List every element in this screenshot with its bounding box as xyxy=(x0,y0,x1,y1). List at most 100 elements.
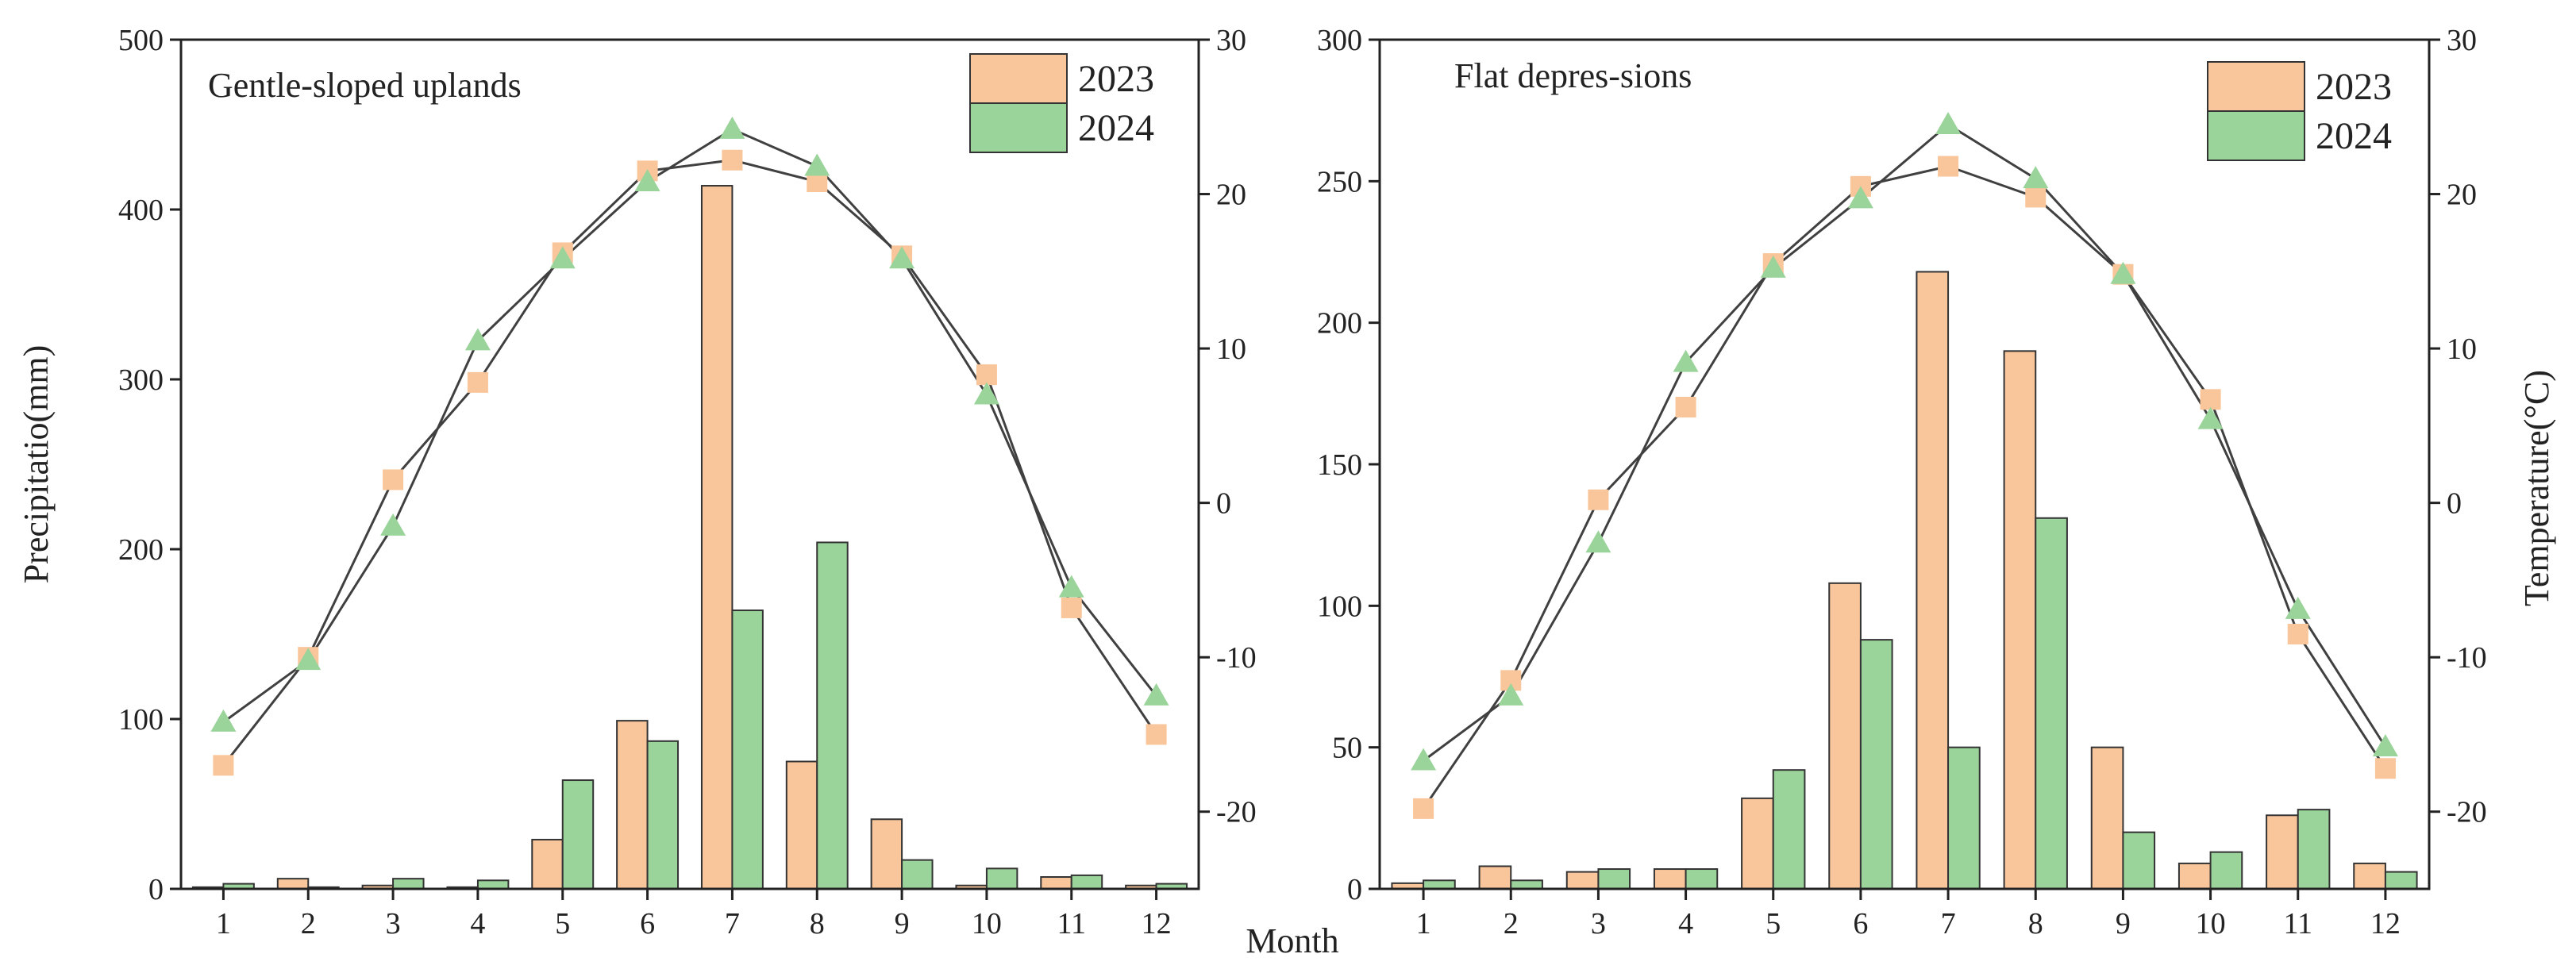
left-tick-label: 250 xyxy=(1317,165,1362,198)
right-tick-label: 0 xyxy=(1216,487,1231,521)
temp-marker-2024-month-10 xyxy=(2197,406,2224,429)
temp-marker-2023-month-7 xyxy=(722,149,743,171)
panel-title: Gentle-sloped uplands xyxy=(208,66,522,105)
temp-marker-2024-month-8 xyxy=(2023,166,2049,189)
x-tick-label: 8 xyxy=(810,907,825,940)
bar-2024-month-7 xyxy=(731,610,764,890)
x-tick-label: 9 xyxy=(2116,907,2131,940)
left-axis-title: Precipitatio(mm) xyxy=(17,345,56,584)
left-tick-label: 300 xyxy=(118,363,164,397)
right-tick-label: 30 xyxy=(1216,24,1246,57)
left-tick-label: 400 xyxy=(118,194,164,227)
bar-2023-month-6 xyxy=(1828,582,1862,890)
right-tick-label: 0 xyxy=(2447,487,2462,521)
temp-marker-2024-month-5 xyxy=(1760,255,1786,278)
bar-2024-month-5 xyxy=(1772,769,1806,890)
temp-marker-2024-month-1 xyxy=(1411,748,1437,771)
temp-marker-2024-month-12 xyxy=(1143,683,1169,706)
bar-2024-month-1 xyxy=(1423,879,1456,890)
bar-2023-month-4 xyxy=(1653,868,1687,890)
left-tick-label: 0 xyxy=(148,873,164,906)
bar-2023-month-8 xyxy=(785,760,818,890)
legend-swatch-2024 xyxy=(969,102,1068,153)
panel-title: Flat depres-sions xyxy=(1454,56,1692,95)
temp-marker-2024-month-7 xyxy=(1935,112,1962,134)
bar-2024-month-8 xyxy=(816,541,849,890)
x-tick-label: 6 xyxy=(1853,907,1868,940)
legend-swatch-2024 xyxy=(2207,110,2305,161)
temp-marker-2023-month-4 xyxy=(1675,397,1696,418)
right-tick-label: -10 xyxy=(1216,641,1257,675)
bar-2024-month-9 xyxy=(2122,831,2156,890)
temp-marker-2024-month-11 xyxy=(1058,575,1084,598)
bar-2024-month-10 xyxy=(2209,851,2243,890)
right-tick-label: -20 xyxy=(2447,796,2487,829)
bar-2023-month-5 xyxy=(1741,797,1774,890)
bar-2023-month-12 xyxy=(2353,862,2386,890)
temp-marker-2024-month-3 xyxy=(380,513,406,536)
x-tick-label: 11 xyxy=(2283,907,2312,940)
bar-2024-month-4 xyxy=(1685,868,1719,890)
temp-marker-2023-month-3 xyxy=(1588,489,1609,510)
temperature-line-2024 xyxy=(1423,123,2387,762)
temp-marker-2023-month-10 xyxy=(976,364,997,386)
right-tick-label: 20 xyxy=(1216,179,1246,212)
bar-2023-month-2 xyxy=(276,878,310,890)
legend: 2023 2024 xyxy=(969,53,1154,153)
bar-2024-month-7 xyxy=(1947,746,1981,890)
x-tick-label: 11 xyxy=(1057,907,1086,940)
legend-label-2023: 2023 xyxy=(1078,58,1154,100)
bar-2023-month-9 xyxy=(870,818,903,890)
temp-marker-2024-month-3 xyxy=(1585,530,1611,553)
x-tick-label: 4 xyxy=(1678,907,1693,940)
temp-marker-2023-month-7 xyxy=(1938,156,1959,177)
legend-swatch-2023 xyxy=(2207,61,2305,112)
x-axis-title: Month xyxy=(1246,921,1338,960)
right-axis-title: Temperature(°C) xyxy=(2517,370,2556,606)
bar-2023-month-11 xyxy=(1040,876,1072,890)
temp-marker-2024-month-1 xyxy=(210,709,237,732)
left-tick-label: 500 xyxy=(118,24,164,57)
x-tick-label: 6 xyxy=(640,907,655,940)
bar-2023-month-7 xyxy=(700,185,734,890)
temp-marker-2024-month-6 xyxy=(1847,186,1873,209)
temp-marker-2024-month-9 xyxy=(2110,261,2136,284)
temp-marker-2023-month-12 xyxy=(1146,724,1167,745)
temp-marker-2024-month-5 xyxy=(549,246,576,269)
bar-2024-month-3 xyxy=(1597,868,1631,890)
temperature-line-2023 xyxy=(1422,164,2387,810)
bar-2023-month-5 xyxy=(531,838,564,890)
x-tick-label: 12 xyxy=(2370,907,2401,940)
temp-marker-2024-month-2 xyxy=(295,648,322,671)
right-tick-label: 10 xyxy=(1216,333,1246,366)
left-tick-label: 0 xyxy=(1347,873,1362,906)
bar-2024-month-4 xyxy=(476,879,510,890)
left-tick-label: 200 xyxy=(118,533,164,567)
x-tick-label: 7 xyxy=(1941,907,1956,940)
bar-2024-month-10 xyxy=(985,867,1018,890)
temp-marker-2023-month-11 xyxy=(2287,624,2308,644)
legend-swatch-2023 xyxy=(969,53,1068,104)
right-tick-label: -10 xyxy=(2447,641,2487,675)
bar-2023-month-9 xyxy=(2090,746,2124,890)
legend-label-2024: 2024 xyxy=(2316,115,2392,157)
bar-2023-month-7 xyxy=(1916,271,1950,890)
bar-2024-month-3 xyxy=(392,878,425,890)
bar-2024-month-6 xyxy=(646,740,680,890)
bar-2024-month-11 xyxy=(2297,809,2331,890)
temp-marker-2024-month-6 xyxy=(634,168,660,191)
x-tick-label: 3 xyxy=(1591,907,1606,940)
legend-label-2023: 2023 xyxy=(2316,66,2392,108)
temp-marker-2024-month-8 xyxy=(804,153,830,176)
bar-2023-month-8 xyxy=(2003,350,2037,890)
x-tick-label: 8 xyxy=(2028,907,2043,940)
temp-marker-2024-month-10 xyxy=(973,382,999,405)
temp-marker-2023-month-1 xyxy=(1413,798,1434,819)
right-tick-label: 20 xyxy=(2447,179,2477,212)
bar-2024-month-11 xyxy=(1070,874,1103,890)
temp-marker-2024-month-4 xyxy=(1673,349,1699,372)
temp-marker-2023-month-12 xyxy=(2374,758,2396,779)
bar-2023-month-2 xyxy=(1478,865,1512,890)
